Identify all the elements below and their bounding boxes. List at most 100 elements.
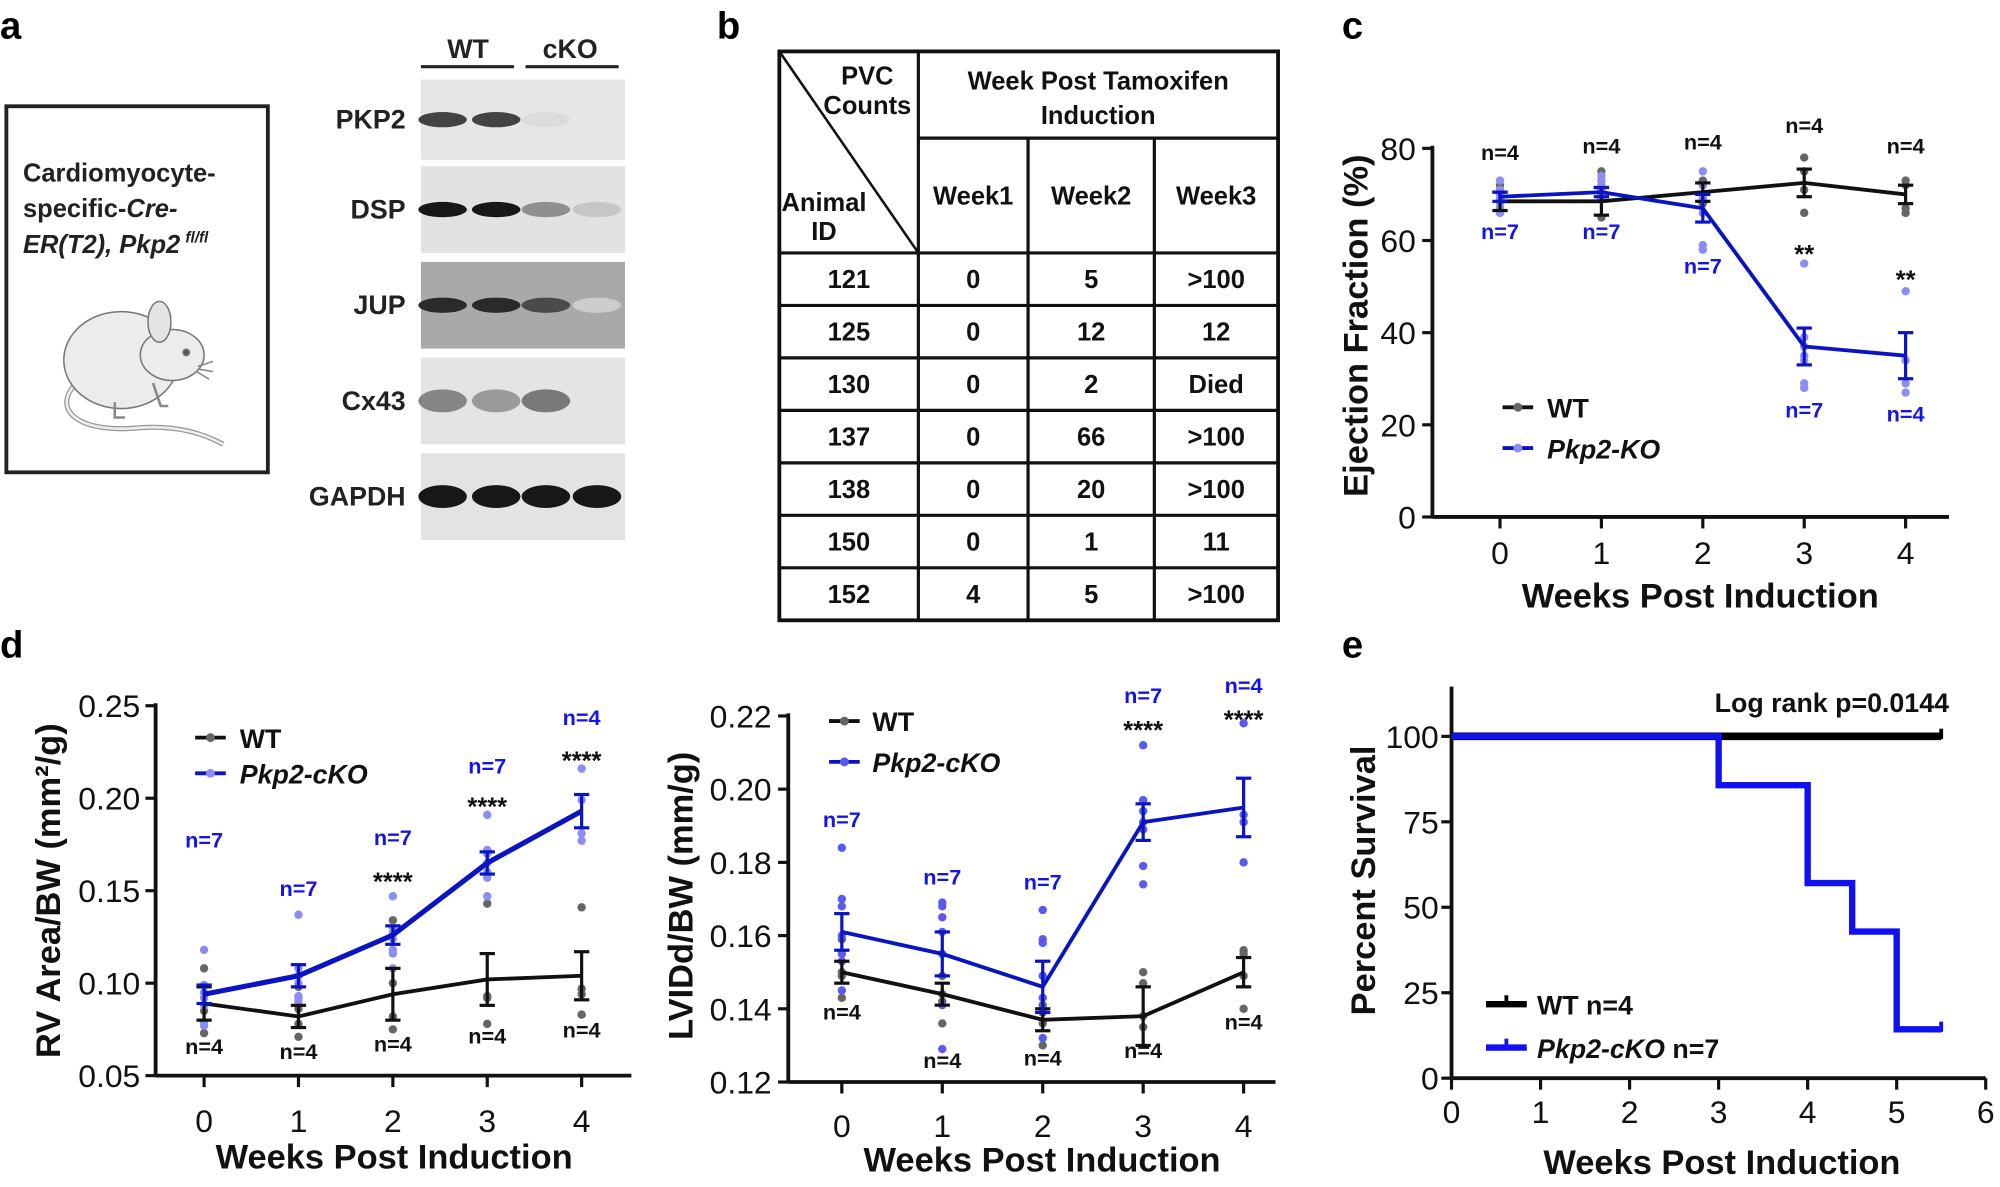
x-tick-label: 0 <box>833 1108 851 1144</box>
blot-band <box>471 485 521 509</box>
table-cell: 4 <box>966 581 981 609</box>
data-point-ko <box>938 913 947 922</box>
n-label-wt: n=4 <box>1684 130 1722 155</box>
n-label-ko: n=4 <box>1887 401 1925 426</box>
data-point-wt <box>1138 967 1148 977</box>
table-cell: 0 <box>966 319 980 347</box>
significance-stars: **** <box>373 869 413 897</box>
chart-lvidd: 0.12 0.14 0.16 0.18 0.20 0.22 0 1 2 3 4 Weeks Post … <box>663 673 1276 1179</box>
legend-marker <box>1513 443 1523 453</box>
blot-band <box>471 111 521 128</box>
n-label-ko: n=7 <box>923 864 961 889</box>
y-tick-label: 50 <box>1403 890 1438 926</box>
corner-header-bottom: ID <box>811 218 837 246</box>
data-point-ko <box>837 986 847 995</box>
legend-n: n=7 <box>1665 1034 1719 1064</box>
n-label-ko: n=7 <box>1684 253 1722 278</box>
n-label-wt: n=4 <box>1887 133 1925 158</box>
blot-row-label: JUP <box>354 290 406 320</box>
blot-band <box>572 297 622 313</box>
table-cell: 66 <box>1077 424 1105 452</box>
legend-marker <box>205 768 215 778</box>
x-tick-label: 1 <box>933 1108 951 1144</box>
y-tick-label: 0.10 <box>78 966 140 1002</box>
n-label-ko: n=4 <box>1225 673 1263 698</box>
group-header: Week Post Tamoxifen <box>968 68 1229 96</box>
western-blot: WT cKO PKP2 DSP JUP Cx43 GAPDH <box>309 34 625 540</box>
x-tick-label: 2 <box>384 1103 402 1139</box>
table-cell: 5 <box>1084 266 1098 294</box>
legend-label: WT <box>1547 393 1589 423</box>
data-point-ko <box>938 1044 947 1054</box>
blot-band <box>471 389 521 413</box>
genotype-line-3: ER(T2), Pkp2 fl/fl <box>23 230 209 259</box>
n-label-wt: n=4 <box>1481 140 1519 165</box>
data-point-ko <box>1901 286 1910 296</box>
significance-stars: **** <box>1123 717 1163 745</box>
corner-header-top: Counts <box>823 92 911 120</box>
y-tick-label: 0.20 <box>710 772 772 808</box>
blot-band <box>572 485 622 509</box>
n-label-ko: n=7 <box>374 825 412 850</box>
data-point-wt <box>483 1019 492 1029</box>
x-tick-label: 3 <box>1710 1094 1728 1130</box>
x-tick-label: 0 <box>1491 535 1509 571</box>
data-point-ko <box>837 894 847 904</box>
y-tick-label: 0 <box>1421 1061 1439 1097</box>
x-tick-label: 0 <box>1443 1094 1461 1130</box>
group-header: Induction <box>1041 102 1156 130</box>
table-cell: 1 <box>1084 528 1098 556</box>
data-point-ko <box>1038 1033 1047 1043</box>
x-tick-label: 2 <box>1694 535 1712 571</box>
data-point-ko <box>577 829 586 838</box>
blot-band <box>521 485 571 509</box>
x-tick-label: 3 <box>1795 535 1813 571</box>
legend-marker <box>839 716 849 726</box>
panel-label-d: d <box>0 623 23 666</box>
table-cell: 138 <box>828 476 871 504</box>
n-label-wt: n=4 <box>1785 113 1823 138</box>
data-point-ko <box>1138 880 1148 889</box>
data-point-ko <box>388 892 398 901</box>
table-cell: Died <box>1189 371 1244 399</box>
n-label-ko: n=7 <box>1481 219 1519 244</box>
table-cell: 11 <box>1203 528 1230 556</box>
blot-band <box>418 389 467 413</box>
blot-band <box>418 201 467 218</box>
data-point-wt <box>199 1028 209 1038</box>
data-point-ko <box>1901 379 1910 388</box>
n-label-ko: n=7 <box>1024 869 1062 894</box>
legend-label: WT <box>240 724 282 754</box>
data-point-ko <box>1038 938 1047 948</box>
y-tick-label: 0.05 <box>78 1058 140 1094</box>
y-tick-label: 0.14 <box>710 991 772 1027</box>
blot-group-cko: cKO <box>543 34 598 64</box>
data-point-wt <box>199 964 209 973</box>
n-label-wt: n=4 <box>1225 1010 1263 1035</box>
blot-band <box>521 297 571 313</box>
data-point-wt <box>483 899 492 908</box>
data-point-ko <box>1495 176 1505 185</box>
y-tick-label: 75 <box>1403 804 1438 840</box>
table-cell: 137 <box>828 424 871 452</box>
y-tick-label: 25 <box>1403 975 1438 1011</box>
x-tick-label: 3 <box>478 1103 496 1139</box>
mouse-illustration <box>63 300 225 447</box>
table-cell: 0 <box>966 476 980 504</box>
significance-stars: **** <box>1224 707 1264 735</box>
corner-header-bottom: Animal <box>781 189 866 217</box>
n-label-wt: n=4 <box>1124 1038 1162 1063</box>
data-point-ko <box>1698 245 1708 254</box>
y-tick-label: 60 <box>1380 223 1415 259</box>
y-axis-title: RV Area/BW (mm²/g) <box>30 723 68 1058</box>
data-point-wt <box>1901 208 1910 218</box>
table-cell: 2 <box>1084 371 1098 399</box>
x-axis-title: Weeks Post Induction <box>1543 1144 1900 1182</box>
blot-row-label: PKP2 <box>336 105 406 135</box>
data-point-ko <box>837 902 847 911</box>
x-tick-label: 1 <box>1593 535 1611 571</box>
data-point-ko <box>388 949 398 958</box>
data-point-ko <box>1799 259 1809 268</box>
data-point-wt <box>837 993 847 1003</box>
